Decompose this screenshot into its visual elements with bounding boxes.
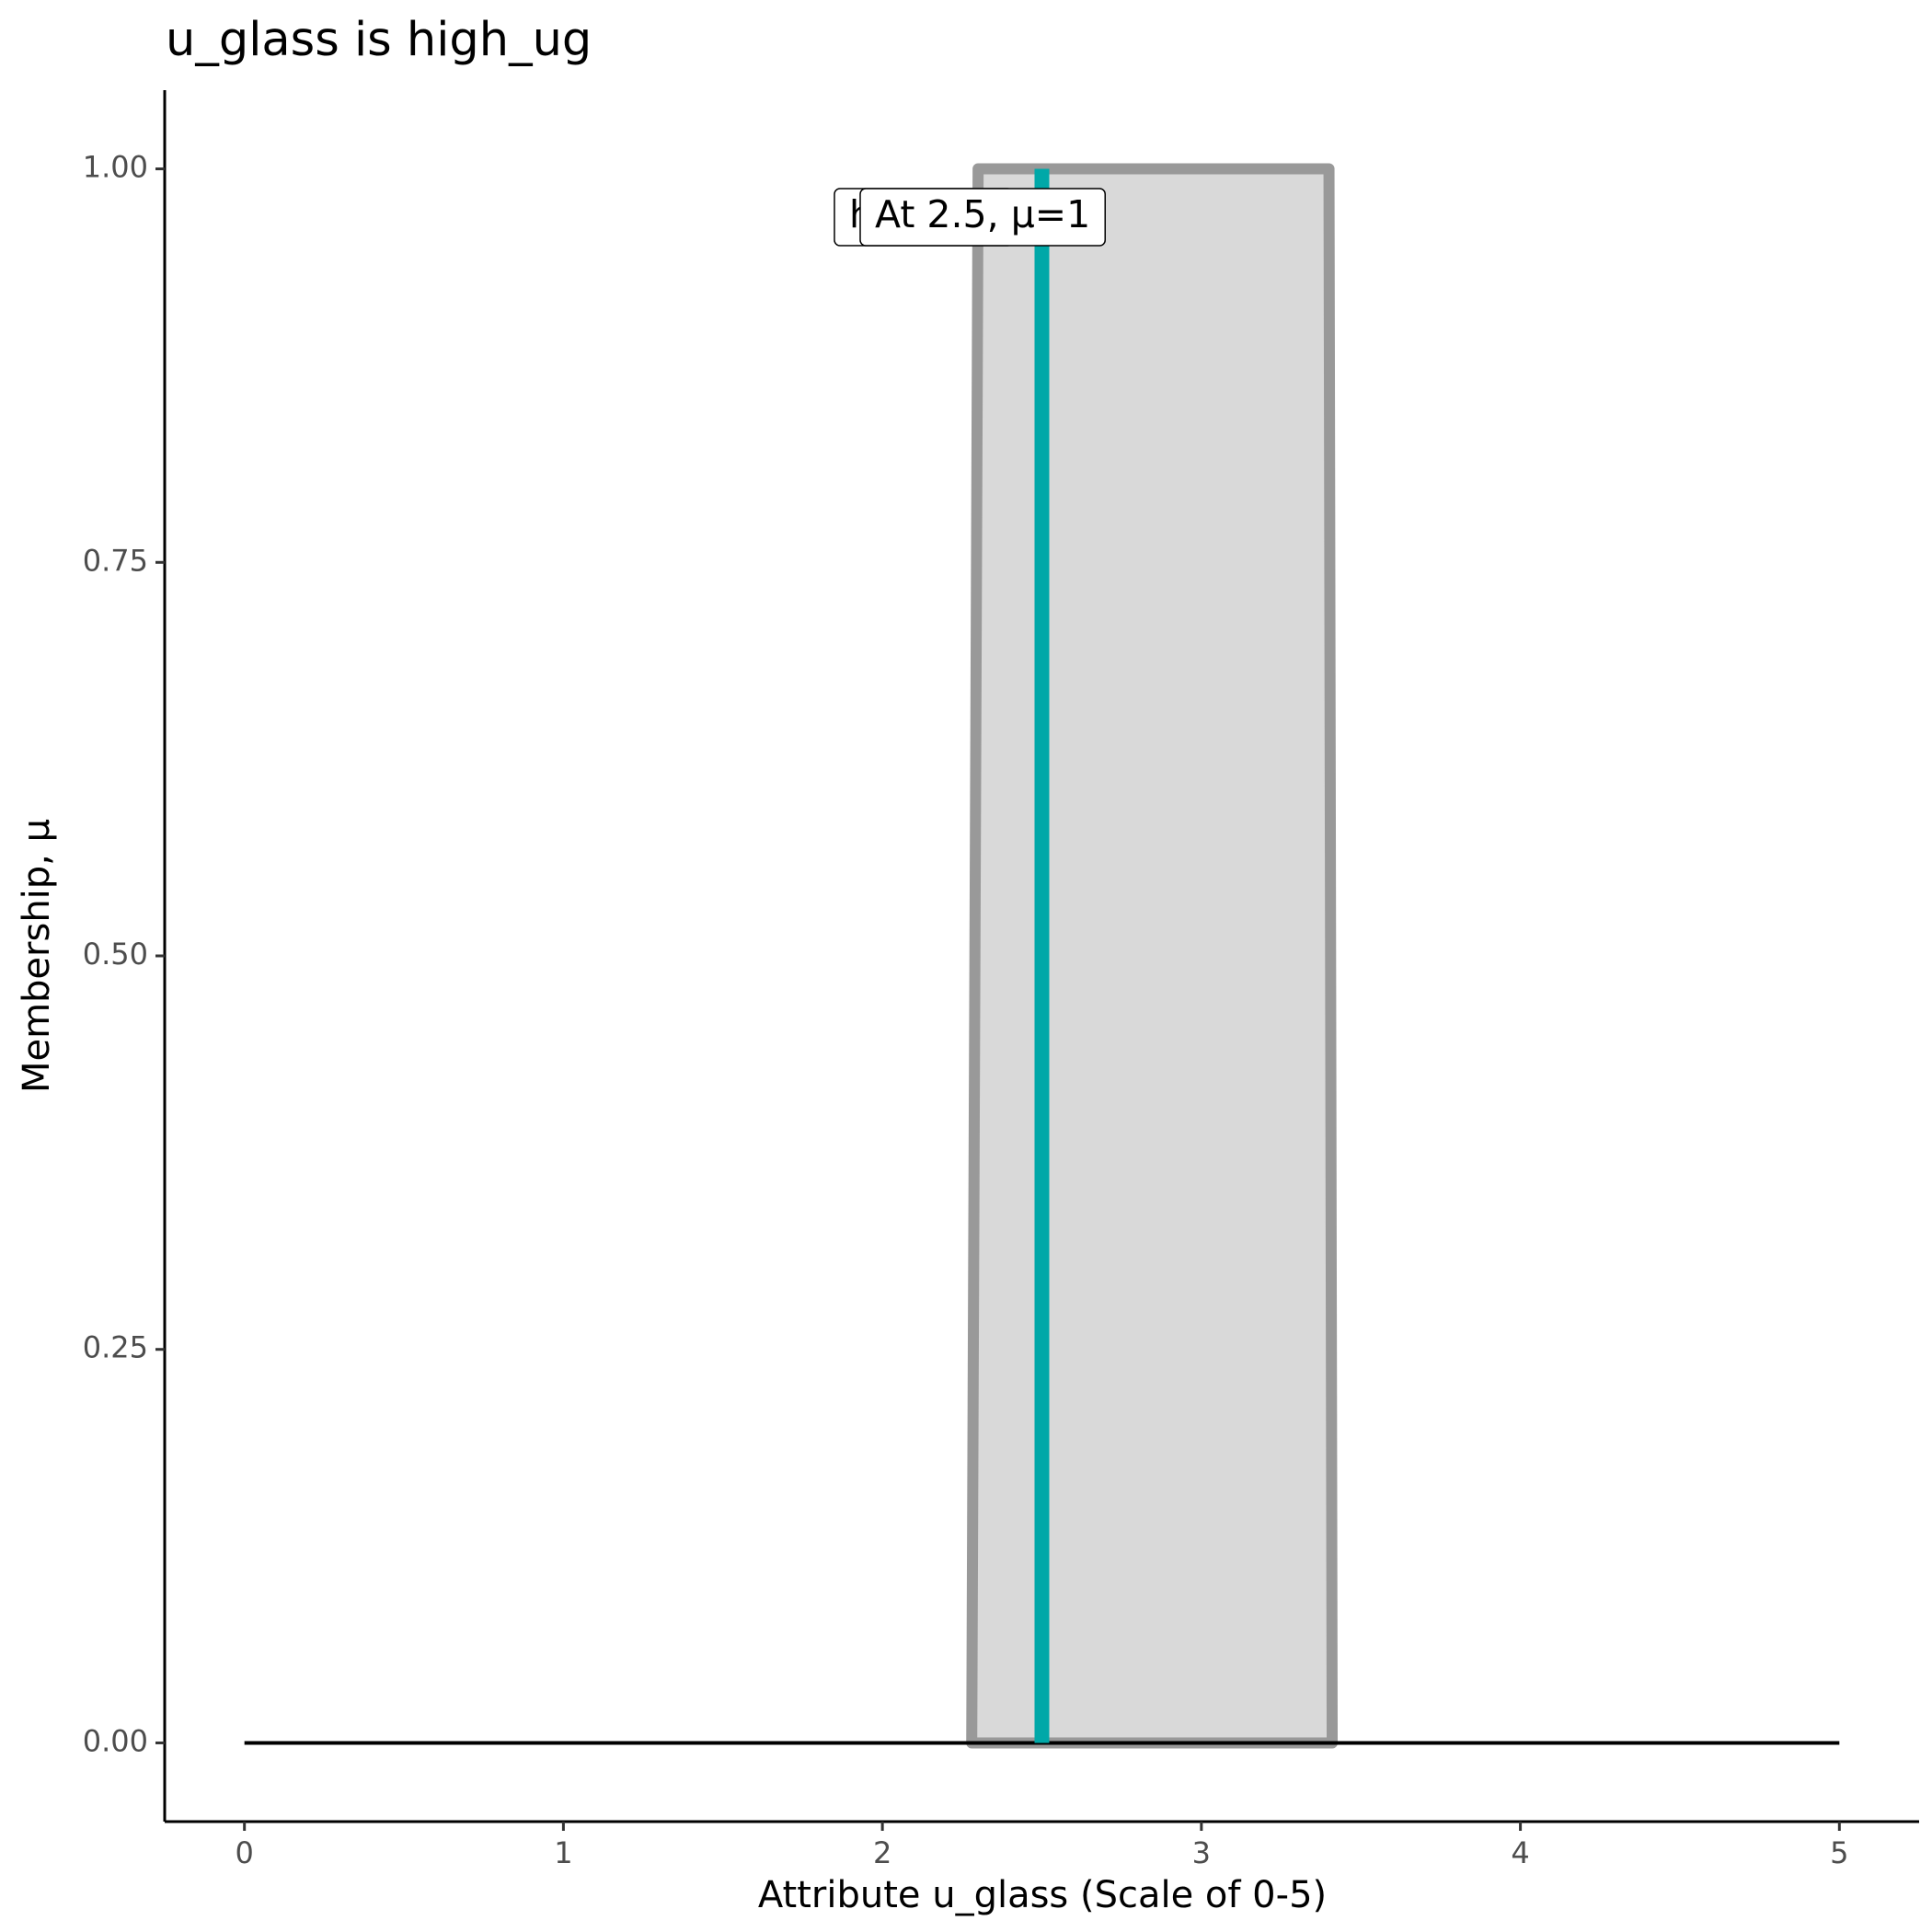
y-axis-title: Membership, μ [16, 819, 58, 1093]
y-tick-label: 0.00 [83, 1723, 148, 1758]
x-tick-label: 4 [1511, 1835, 1529, 1870]
y-tick-label: 1.00 [83, 150, 148, 185]
y-tick-label: 0.50 [83, 937, 148, 972]
x-axis-title: Attribute u_glass (Scale of 0-5) [758, 1874, 1327, 1916]
x-tick-label: 2 [873, 1835, 891, 1870]
y-tick-label: 0.75 [83, 543, 148, 578]
membership-area [966, 163, 1339, 1749]
x-tick-label: 1 [554, 1835, 572, 1870]
x-tick-label: 3 [1192, 1835, 1211, 1870]
annotation-box [859, 188, 1106, 247]
annotation-text: At 2.5, μ=1 [875, 192, 1090, 236]
x-tick-label: 0 [236, 1835, 254, 1870]
annotation: At 2.5, μ=1 [859, 188, 1106, 247]
chart-title: u_glass is high_ug [166, 13, 592, 67]
x-tick-label: 5 [1830, 1835, 1848, 1870]
y-tick-label: 0.25 [83, 1330, 148, 1365]
